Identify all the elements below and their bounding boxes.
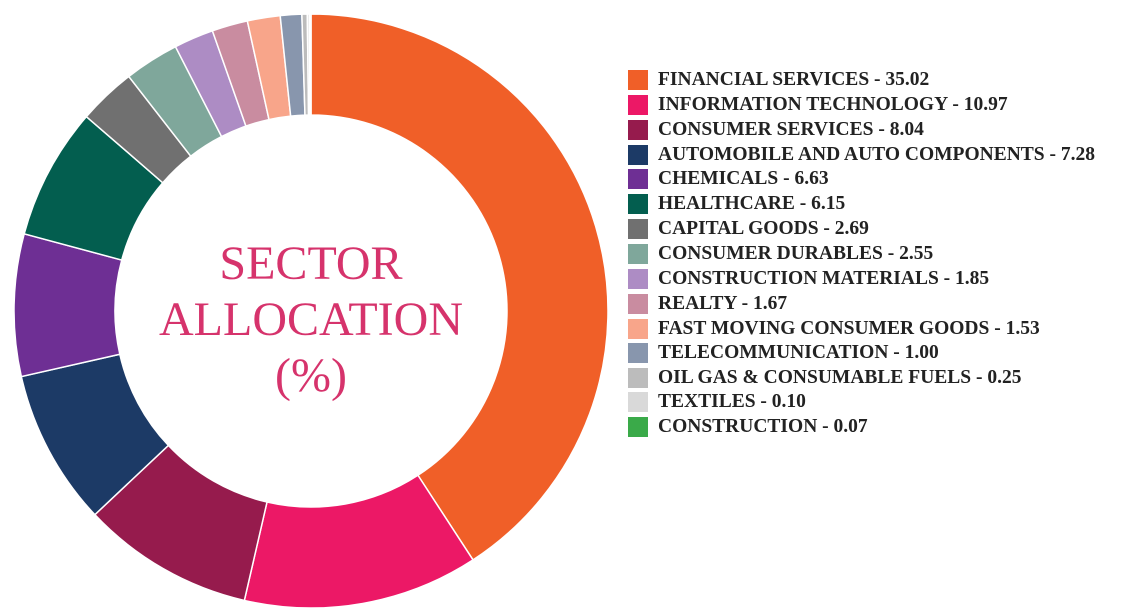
legend-swatch-financial-services xyxy=(628,70,648,90)
legend-label-realty: REALTY - 1.67 xyxy=(658,293,788,314)
legend-label-fmcg: FAST MOVING CONSUMER GOODS - 1.53 xyxy=(658,318,1040,339)
legend-label-capital-goods: CAPITAL GOODS - 2.69 xyxy=(658,218,869,239)
legend-label-construction: CONSTRUCTION - 0.07 xyxy=(658,416,868,437)
legend-label-chemicals: CHEMICALS - 6.63 xyxy=(658,168,829,189)
legend-item-healthcare: HEALTHCARE - 6.15 xyxy=(628,193,1118,214)
legend-label-information-technology: INFORMATION TECHNOLOGY - 10.97 xyxy=(658,94,1008,115)
legend-item-capital-goods: CAPITAL GOODS - 2.69 xyxy=(628,218,1118,239)
legend-swatch-automobile xyxy=(628,145,648,165)
legend-swatch-information-technology xyxy=(628,95,648,115)
legend-swatch-consumer-services xyxy=(628,120,648,140)
legend-label-financial-services: FINANCIAL SERVICES - 35.02 xyxy=(658,69,930,90)
legend-swatch-telecommunication xyxy=(628,343,648,363)
legend-swatch-chemicals xyxy=(628,169,648,189)
legend-label-oil-gas: OIL GAS & CONSUMABLE FUELS - 0.25 xyxy=(658,367,1022,388)
legend-item-oil-gas: OIL GAS & CONSUMABLE FUELS - 0.25 xyxy=(628,367,1118,391)
chart-title-line-1: SECTOR xyxy=(219,237,403,290)
legend-item-realty: REALTY - 1.67 xyxy=(628,293,1118,314)
chart-title-line-3: (%) xyxy=(275,349,347,402)
chart-title: SECTOR ALLOCATION (%) xyxy=(111,236,511,404)
legend-item-telecommunication: TELECOMMUNICATION - 1.00 xyxy=(628,342,1118,363)
legend-swatch-fmcg xyxy=(628,319,648,339)
legend-label-telecommunication: TELECOMMUNICATION - 1.00 xyxy=(658,342,939,363)
legend-item-textiles: TEXTILES - 0.10 xyxy=(628,391,1118,412)
legend-item-consumer-services: CONSUMER SERVICES - 8.04 xyxy=(628,119,1118,140)
legend-swatch-oil-gas xyxy=(628,368,648,388)
legend-swatch-consumer-durables xyxy=(628,244,648,264)
legend-swatch-textiles xyxy=(628,392,648,412)
legend-label-consumer-services: CONSUMER SERVICES - 8.04 xyxy=(658,119,924,140)
legend-label-textiles: TEXTILES - 0.10 xyxy=(658,391,806,412)
legend-swatch-healthcare xyxy=(628,194,648,214)
legend-swatch-construction-materials xyxy=(628,269,648,289)
legend-label-healthcare: HEALTHCARE - 6.15 xyxy=(658,193,846,214)
legend-swatch-construction xyxy=(628,417,648,437)
legend-label-construction-materials: CONSTRUCTION MATERIALS - 1.85 xyxy=(658,268,990,289)
chart-title-line-2: ALLOCATION xyxy=(159,293,463,346)
chart-legend: FINANCIAL SERVICES - 35.02 INFORMATION T… xyxy=(628,69,1118,441)
legend-item-information-technology: INFORMATION TECHNOLOGY - 10.97 xyxy=(628,94,1118,115)
legend-item-chemicals: CHEMICALS - 6.63 xyxy=(628,168,1118,189)
legend-item-construction-materials: CONSTRUCTION MATERIALS - 1.85 xyxy=(628,268,1118,289)
legend-item-financial-services: FINANCIAL SERVICES - 35.02 xyxy=(628,69,1118,90)
legend-swatch-realty xyxy=(628,294,648,314)
legend-label-consumer-durables: CONSUMER DURABLES - 2.55 xyxy=(658,243,934,264)
sector-allocation-donut-chart xyxy=(13,13,609,609)
legend-label-automobile: AUTOMOBILE AND AUTO COMPONENTS - 7.28 xyxy=(658,144,1095,165)
legend-item-automobile: AUTOMOBILE AND AUTO COMPONENTS - 7.28 xyxy=(628,144,1118,168)
legend-item-consumer-durables: CONSUMER DURABLES - 2.55 xyxy=(628,243,1118,264)
donut-slice-construction xyxy=(308,13,312,116)
legend-item-construction: CONSTRUCTION - 0.07 xyxy=(628,416,1118,437)
legend-swatch-capital-goods xyxy=(628,219,648,239)
legend-item-fmcg: FAST MOVING CONSUMER GOODS - 1.53 xyxy=(628,318,1118,342)
donut-slice-financial-services xyxy=(310,13,609,561)
